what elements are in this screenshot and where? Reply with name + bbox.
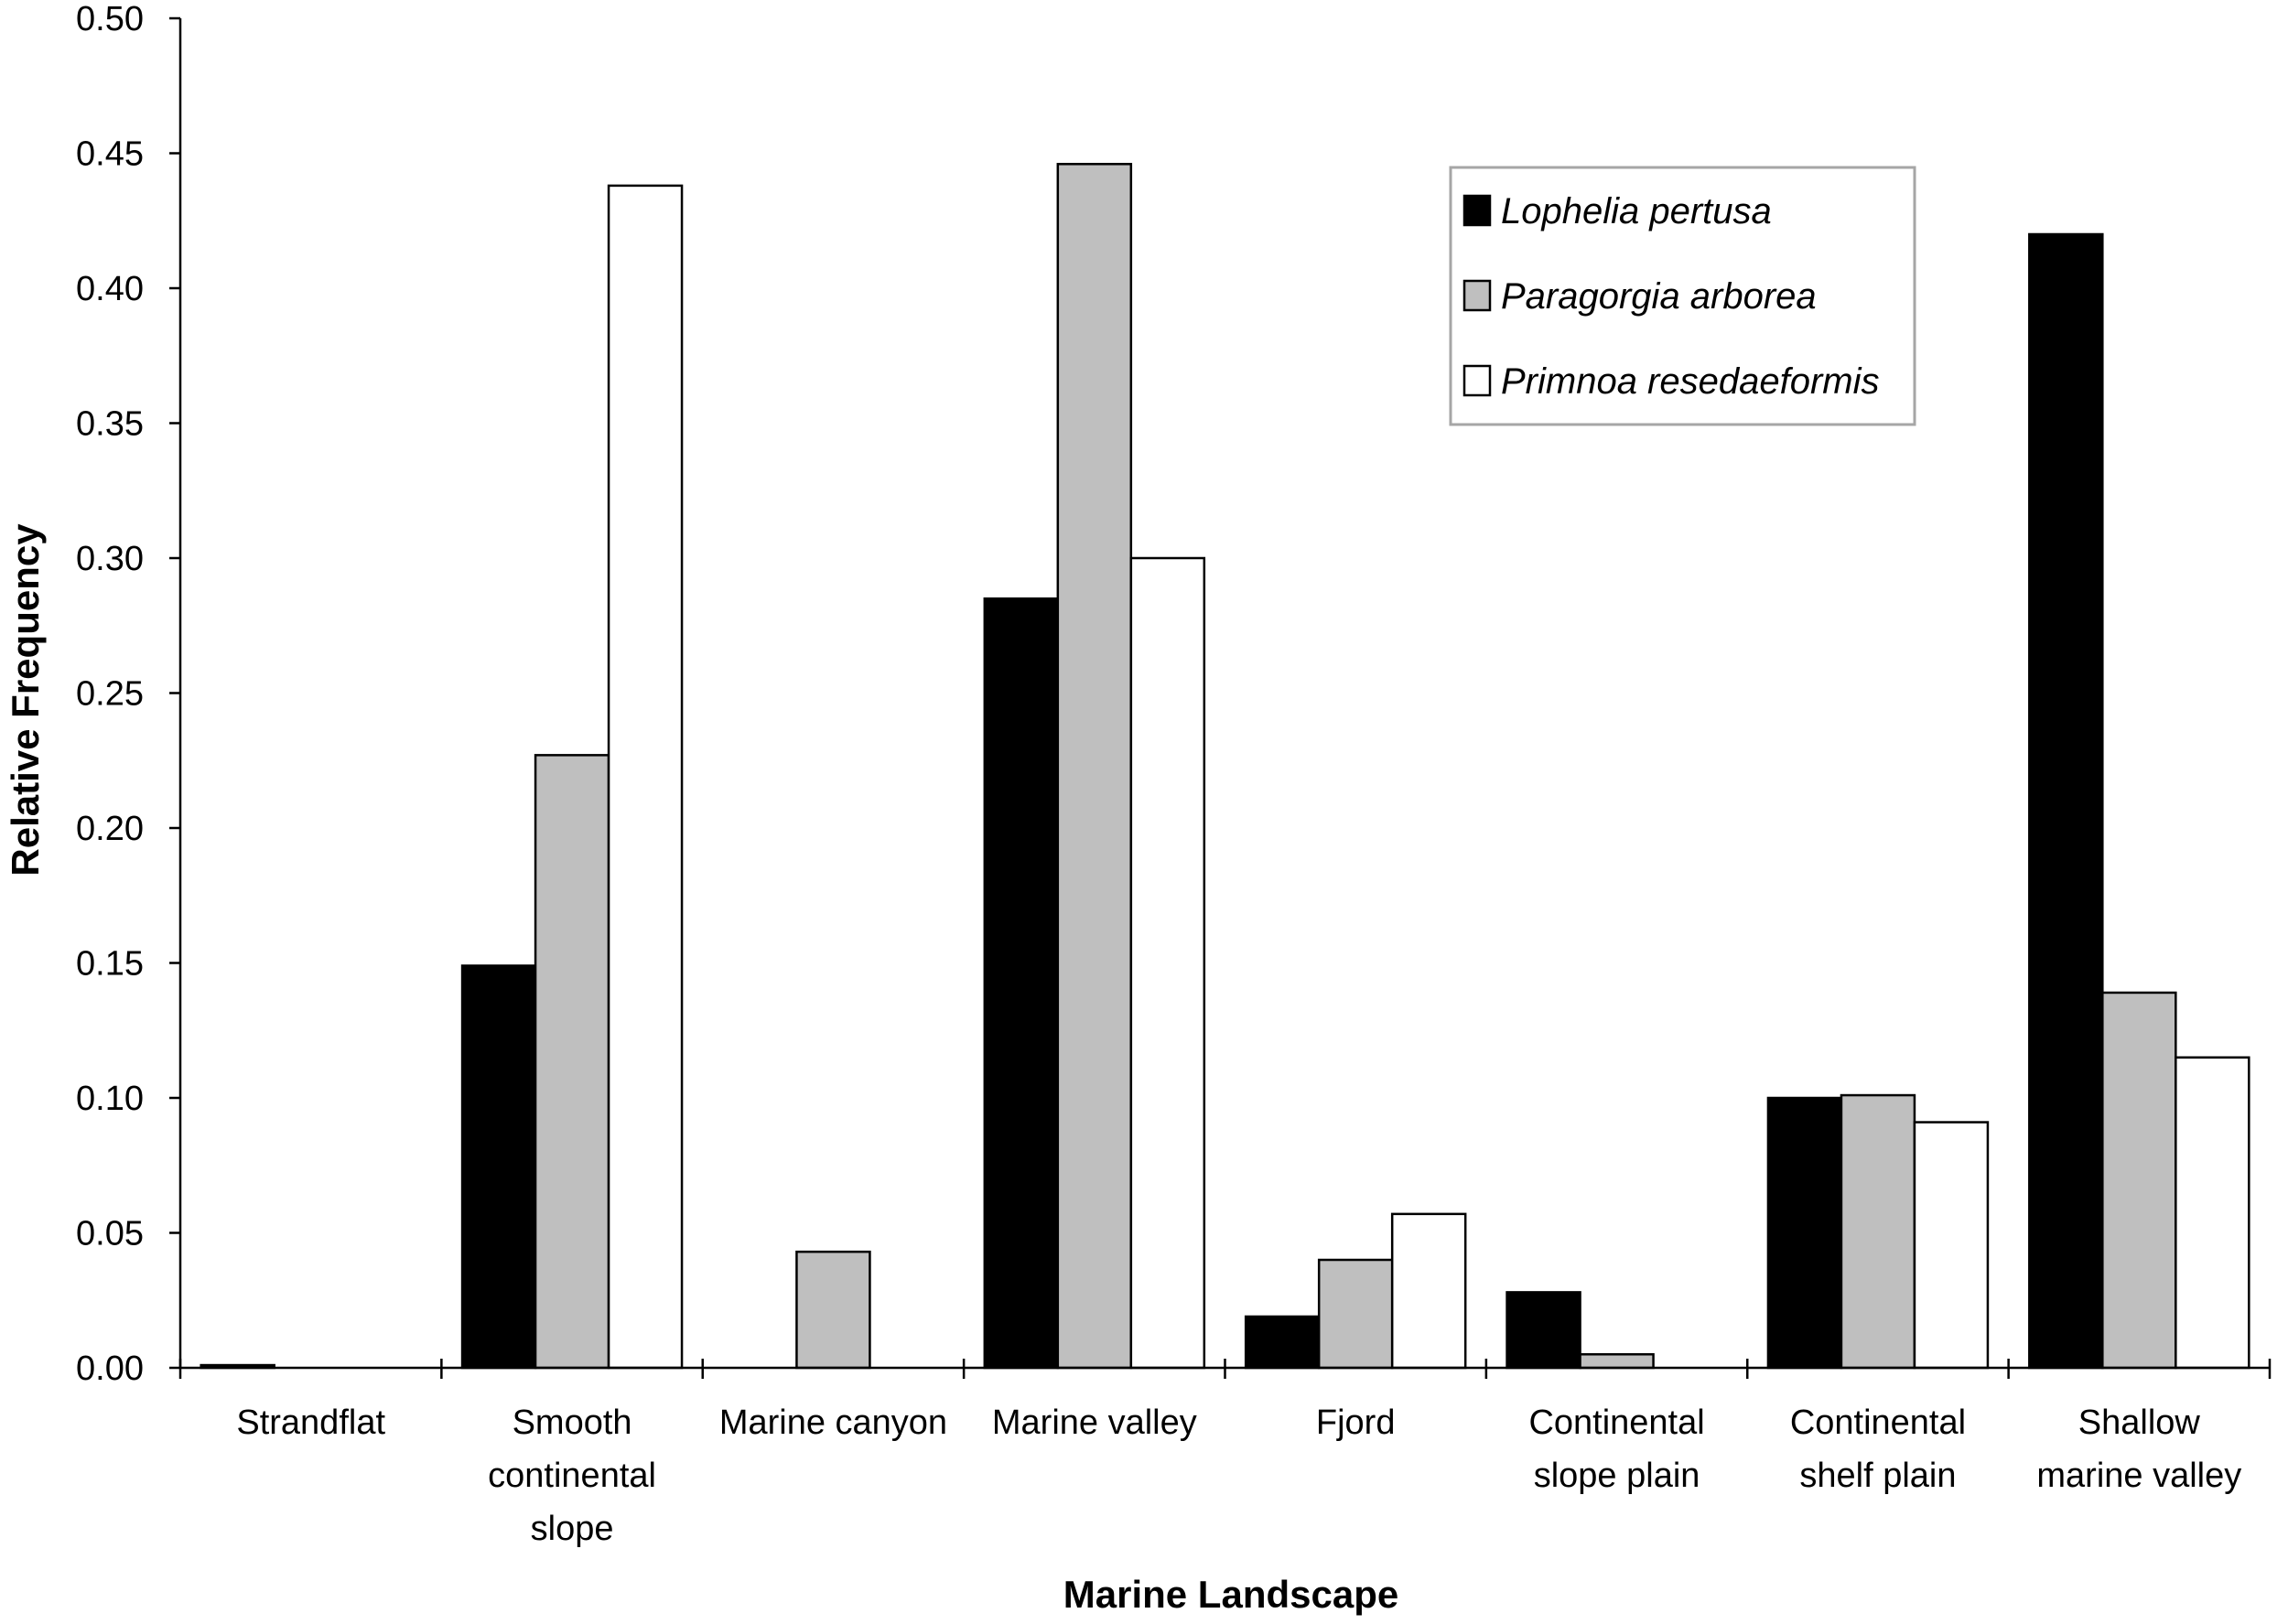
- bar: [1913, 1121, 1990, 1370]
- x-tick-label: Continental slope plain: [1528, 1404, 1704, 1495]
- x-tick-label: Strandflat: [236, 1404, 385, 1442]
- bar: [795, 1250, 871, 1370]
- bar: [607, 184, 684, 1370]
- x-tick-label: Fjord: [1316, 1404, 1396, 1442]
- y-tick-label: 0.30: [76, 540, 144, 578]
- y-tick-label: 0.35: [76, 405, 144, 444]
- legend-box: [1449, 166, 1916, 426]
- legend-swatch: [1462, 364, 1492, 397]
- y-tick-label: 0.40: [76, 270, 144, 308]
- bar: [1056, 163, 1133, 1370]
- x-tick-label: Shallow marine valley: [2036, 1404, 2241, 1495]
- y-tick-label: 0.05: [76, 1215, 144, 1253]
- y-axis-title: Relative Frequency: [4, 523, 47, 877]
- legend: Lophelia pertusa Paragorgia arborea Primno…: [1449, 166, 1916, 426]
- bar: [534, 754, 610, 1370]
- bar: [1244, 1315, 1321, 1370]
- y-tick-label: 0.10: [76, 1080, 144, 1118]
- bar: [2028, 232, 2104, 1370]
- bar: [460, 964, 537, 1370]
- legend-swatch: [1462, 194, 1492, 227]
- bar: [1506, 1291, 1581, 1370]
- x-tick-label: Continental shelf plain: [1790, 1404, 1966, 1495]
- x-axis-title: Marine Landscape: [1063, 1573, 1398, 1616]
- x-tick-label: Smooth continental slope: [488, 1404, 656, 1548]
- bar: [2101, 991, 2177, 1370]
- y-tick-label: 0.25: [76, 675, 144, 714]
- y-tick-label: 0.20: [76, 810, 144, 848]
- bars-layer: [200, 163, 2250, 1370]
- bar: [1317, 1258, 1394, 1370]
- x-tick-label: Marine canyon: [719, 1404, 947, 1442]
- legend-label: Paragorgia arborea: [1501, 276, 1817, 317]
- bar: [1766, 1096, 1843, 1370]
- legend-swatch: [1462, 279, 1492, 312]
- bar: [1390, 1212, 1467, 1370]
- x-tick-label: Marine valley: [992, 1404, 1197, 1442]
- axes-layer: 0.00 0.05 0.10 0.15 0.20 0.25 0.30 0.35 0.40 0.45…: [76, 0, 2272, 1548]
- bar: [983, 597, 1060, 1370]
- y-tick-label: 0.00: [76, 1350, 144, 1388]
- bar: [1840, 1093, 1916, 1370]
- bar: [1579, 1353, 1655, 1370]
- bar: [1129, 556, 1206, 1370]
- y-tick-label: 0.15: [76, 945, 144, 984]
- bar: [2175, 1056, 2250, 1370]
- legend-label: Primnoa resedaeformis: [1501, 361, 1880, 402]
- y-tick-label: 0.45: [76, 135, 144, 174]
- y-tick-label: 0.50: [76, 0, 144, 38]
- legend-label: Lophelia pertusa: [1501, 191, 1772, 231]
